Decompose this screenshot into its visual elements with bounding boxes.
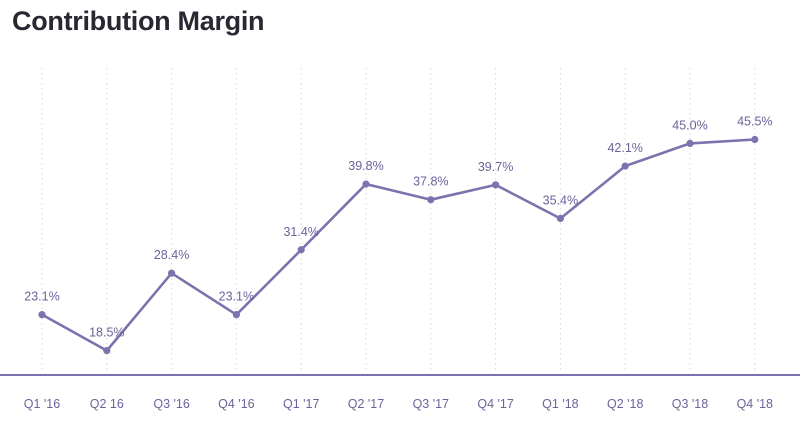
x-tick-label: Q1 '16 bbox=[24, 397, 60, 411]
x-tick-label: Q2 '17 bbox=[348, 397, 384, 411]
data-point bbox=[686, 139, 694, 147]
data-label: 35.4% bbox=[543, 193, 578, 207]
data-label: 45.5% bbox=[737, 114, 772, 128]
gridlines bbox=[41, 68, 756, 373]
data-label: 23.1% bbox=[24, 290, 59, 304]
data-point bbox=[556, 214, 565, 223]
data-point bbox=[38, 311, 46, 319]
data-label: 42.1% bbox=[607, 141, 642, 155]
data-label: 23.1% bbox=[219, 290, 254, 304]
data-label: 45.0% bbox=[672, 118, 707, 132]
x-tick-label: Q2 '18 bbox=[607, 397, 643, 411]
data-label: 18.5% bbox=[89, 326, 124, 340]
data-label: 39.7% bbox=[478, 160, 513, 174]
data-point bbox=[492, 181, 500, 189]
data-label: 39.8% bbox=[348, 159, 383, 173]
x-tick-label: Q4 '18 bbox=[737, 397, 773, 411]
x-tick-label: Q3 '17 bbox=[413, 397, 449, 411]
data-point bbox=[362, 180, 370, 188]
x-tick-label: Q3 '18 bbox=[672, 397, 708, 411]
data-point bbox=[168, 269, 176, 277]
data-label: 37.8% bbox=[413, 175, 448, 189]
data-labels: 23.1% 18.5% 28.4% 23.1% 31.4% 39.8% 37.8% 39.7%… bbox=[24, 114, 772, 339]
x-tick-label: Q2 16 bbox=[90, 397, 124, 411]
data-label: 31.4% bbox=[283, 225, 318, 239]
series-line bbox=[41, 138, 755, 352]
data-point bbox=[751, 135, 759, 144]
data-label: 28.4% bbox=[154, 248, 189, 262]
data-point bbox=[103, 347, 111, 355]
data-point bbox=[232, 311, 240, 319]
x-tick-label: Q3 '16 bbox=[153, 397, 189, 411]
data-points bbox=[38, 135, 759, 355]
x-tick-label: Q4 '17 bbox=[477, 397, 513, 411]
x-tick-label: Q1 '17 bbox=[283, 397, 319, 411]
data-point bbox=[297, 246, 305, 254]
x-tick-label: Q4 '16 bbox=[218, 397, 254, 411]
data-point bbox=[621, 162, 629, 170]
chart-title: Contribution Margin bbox=[12, 6, 265, 36]
data-point bbox=[427, 196, 435, 204]
x-tick-label: Q1 '18 bbox=[542, 397, 578, 411]
x-tick-labels: Q1 '16 Q2 16 Q3 '16 Q4 '16 Q1 '17 Q2 '17 Q3 '1… bbox=[24, 397, 773, 411]
